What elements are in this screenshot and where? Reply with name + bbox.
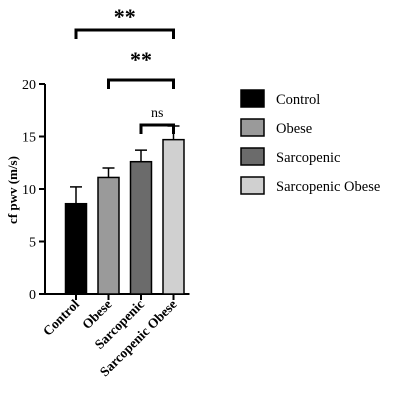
legend-label: Sarcopenic Obese (276, 179, 380, 195)
y-tick-label: 5 (29, 236, 36, 251)
y-axis-label: cf pwv (m/s) (5, 156, 20, 224)
significance-bracket (107, 78, 175, 89)
legend-swatch (240, 118, 265, 137)
y-tick-label: 15 (22, 131, 36, 146)
significance-label: ns (151, 106, 163, 121)
legend-swatch (240, 89, 265, 108)
bar (64, 202, 88, 295)
bars (64, 125, 185, 295)
legend: Control Obese Sarcopenic Sarcopenic Obese (240, 89, 380, 195)
legend-swatch (240, 176, 265, 195)
x-tick-label: Control (40, 296, 82, 338)
significance-bracket (139, 123, 175, 134)
bar (129, 160, 153, 295)
legend-label: Control (276, 92, 320, 108)
significance-label: ** (130, 47, 152, 72)
y-tick-label: 0 (29, 288, 36, 303)
legend-label: Obese (276, 121, 312, 137)
significance-bracket (74, 28, 175, 39)
y-tick-label: 10 (22, 183, 36, 198)
legend-swatch (240, 147, 265, 166)
y-tick-label: 20 (22, 78, 36, 93)
significance-brackets: ** ** ns (74, 4, 175, 134)
bar (97, 176, 120, 295)
significance-label: ** (114, 4, 136, 29)
bar (162, 138, 185, 295)
legend-label: Sarcopenic (276, 150, 340, 166)
